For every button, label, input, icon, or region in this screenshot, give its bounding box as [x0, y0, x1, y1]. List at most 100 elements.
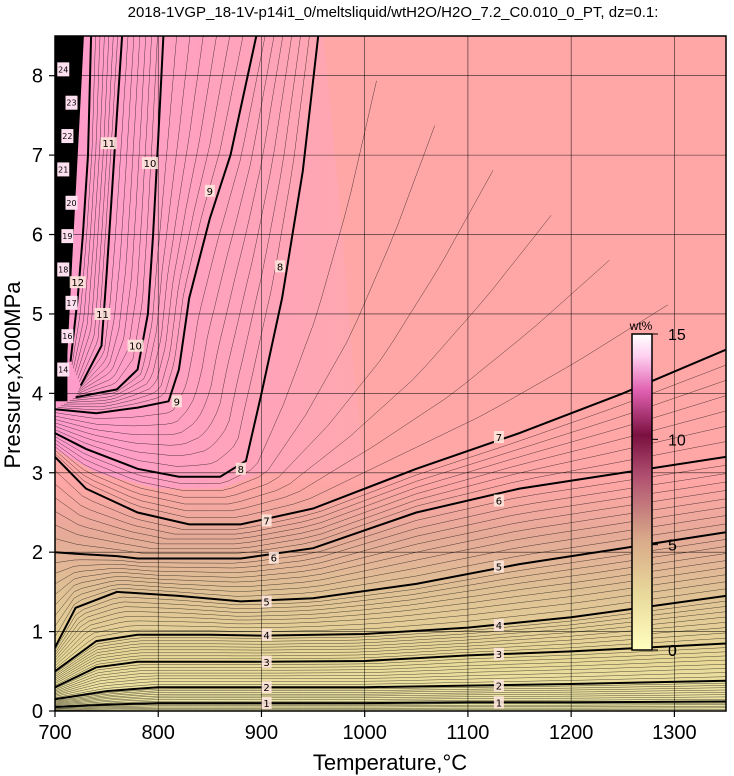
fine-contour-line [55, 702, 726, 708]
svg-text:10: 10 [129, 342, 142, 353]
fine-contour-line [55, 692, 726, 704]
contour-label-12: 12 [69, 276, 86, 289]
fine-contour-line [76, 36, 158, 396]
contour-label-4: 4 [493, 619, 504, 632]
contour-label-9: 9 [171, 395, 182, 408]
fine-contour-line [69, 36, 191, 401]
x-tick-label: 800 [142, 722, 175, 744]
y-tick-label: 2 [32, 542, 43, 564]
colorbar: wt% 0 5 10 15 [629, 319, 686, 660]
contour-label-8: 8 [235, 462, 246, 476]
fine-contour-line [55, 170, 494, 498]
fine-contour-line [55, 704, 726, 709]
fine-contour-line [55, 304, 668, 518]
svg-text:6: 6 [496, 497, 502, 508]
svg-text:10: 10 [144, 159, 157, 170]
svg-text:6: 6 [271, 554, 277, 565]
fine-contour-line [55, 651, 726, 691]
x-tick-label: 1200 [549, 722, 594, 744]
fine-contour-line [55, 696, 726, 706]
fine-contour-line [55, 707, 726, 710]
svg-text:8: 8 [238, 465, 244, 476]
fine-contour-line [55, 689, 726, 703]
fine-contour-line [55, 682, 726, 701]
y-tick-label: 8 [32, 66, 43, 88]
crowded-contour-labels: 14 16 17 18 19 20 21 22 23 24 [57, 62, 78, 377]
crowded-label-22: 22 [61, 129, 74, 144]
colorbar-tick-label: 0 [668, 643, 677, 660]
contour-label-6: 6 [268, 551, 279, 565]
contour-line-4 [55, 594, 726, 673]
contour-line-8 [55, 36, 320, 478]
svg-text:11: 11 [96, 310, 109, 321]
fine-contour-line [55, 539, 726, 651]
svg-text:17: 17 [66, 299, 76, 308]
y-tick-label: 5 [32, 304, 43, 326]
contour-label-10: 10 [127, 339, 144, 353]
y-tick-label: 4 [32, 383, 43, 405]
contour-line-9 [55, 36, 258, 415]
contour-line-3 [55, 642, 726, 689]
fine-contour-line [63, 36, 217, 405]
svg-text:18: 18 [58, 265, 68, 274]
colorbar-tick-label: 15 [668, 327, 686, 344]
fine-contour-line [55, 553, 726, 656]
fine-contour-line [79, 36, 129, 388]
fine-contour-line [57, 36, 244, 411]
contour-label-2: 2 [493, 679, 504, 693]
fine-contour-line [55, 694, 726, 705]
fine-contour-line [55, 672, 726, 697]
fine-contour-line [55, 622, 726, 681]
svg-text:9: 9 [207, 187, 213, 198]
y-tick-label: 1 [32, 622, 43, 644]
x-tick-label: 1000 [342, 722, 387, 744]
svg-text:7: 7 [496, 433, 502, 444]
svg-text:22: 22 [62, 132, 72, 141]
x-axis-title: Temperature,°C [313, 750, 467, 775]
fine-contour-line [55, 36, 310, 467]
contour-line-7 [55, 348, 726, 526]
fine-contour-line [55, 36, 292, 446]
contour-label-1: 1 [261, 697, 272, 710]
fine-contour-line [55, 125, 435, 491]
x-axis: 700 800 900 1000 1100 1200 1300 [38, 711, 697, 744]
x-tick-label: 1100 [446, 722, 489, 744]
fine-contour-line [55, 80, 377, 484]
contour-label-10: 10 [141, 157, 158, 170]
dark-region [55, 36, 84, 402]
crowded-label-17: 17 [65, 295, 78, 310]
fine-contour-line [55, 546, 726, 653]
svg-text:5: 5 [496, 562, 502, 573]
contour-line-2 [55, 679, 726, 701]
colorbar-gradient [631, 333, 653, 651]
fine-contour-line [55, 668, 726, 696]
fine-contour-line [55, 36, 301, 457]
svg-text:1: 1 [263, 699, 269, 710]
svg-text:4: 4 [263, 631, 269, 642]
svg-text:24: 24 [58, 65, 68, 74]
fine-contour-line [55, 698, 726, 707]
fine-contour-line [55, 560, 726, 659]
svg-text:23: 23 [66, 99, 76, 108]
contour-line-11 [79, 36, 124, 386]
y-axis: 0 1 2 3 4 5 6 7 8 [32, 66, 55, 723]
fine-contour-line [55, 627, 726, 683]
contour-label-7: 7 [261, 514, 272, 527]
svg-text:2: 2 [263, 683, 269, 694]
fine-contour-line [71, 36, 96, 366]
crowded-label-16: 16 [61, 329, 74, 344]
svg-text:5: 5 [263, 597, 269, 608]
svg-text:3: 3 [496, 650, 502, 661]
y-tick-label: 0 [32, 701, 43, 723]
x-tick-label: 1300 [652, 722, 697, 744]
crowded-label-21: 21 [57, 162, 70, 177]
contour-label-8: 8 [275, 260, 286, 273]
contour-label-6: 6 [493, 494, 504, 508]
contour-line-10 [75, 36, 165, 399]
y-tick-label: 3 [32, 463, 43, 485]
fine-contour-line [55, 215, 552, 505]
svg-text:11: 11 [102, 139, 115, 150]
contour-label-5: 5 [261, 595, 272, 608]
crowded-label-19: 19 [61, 229, 74, 244]
fine-contour-line [55, 663, 726, 695]
